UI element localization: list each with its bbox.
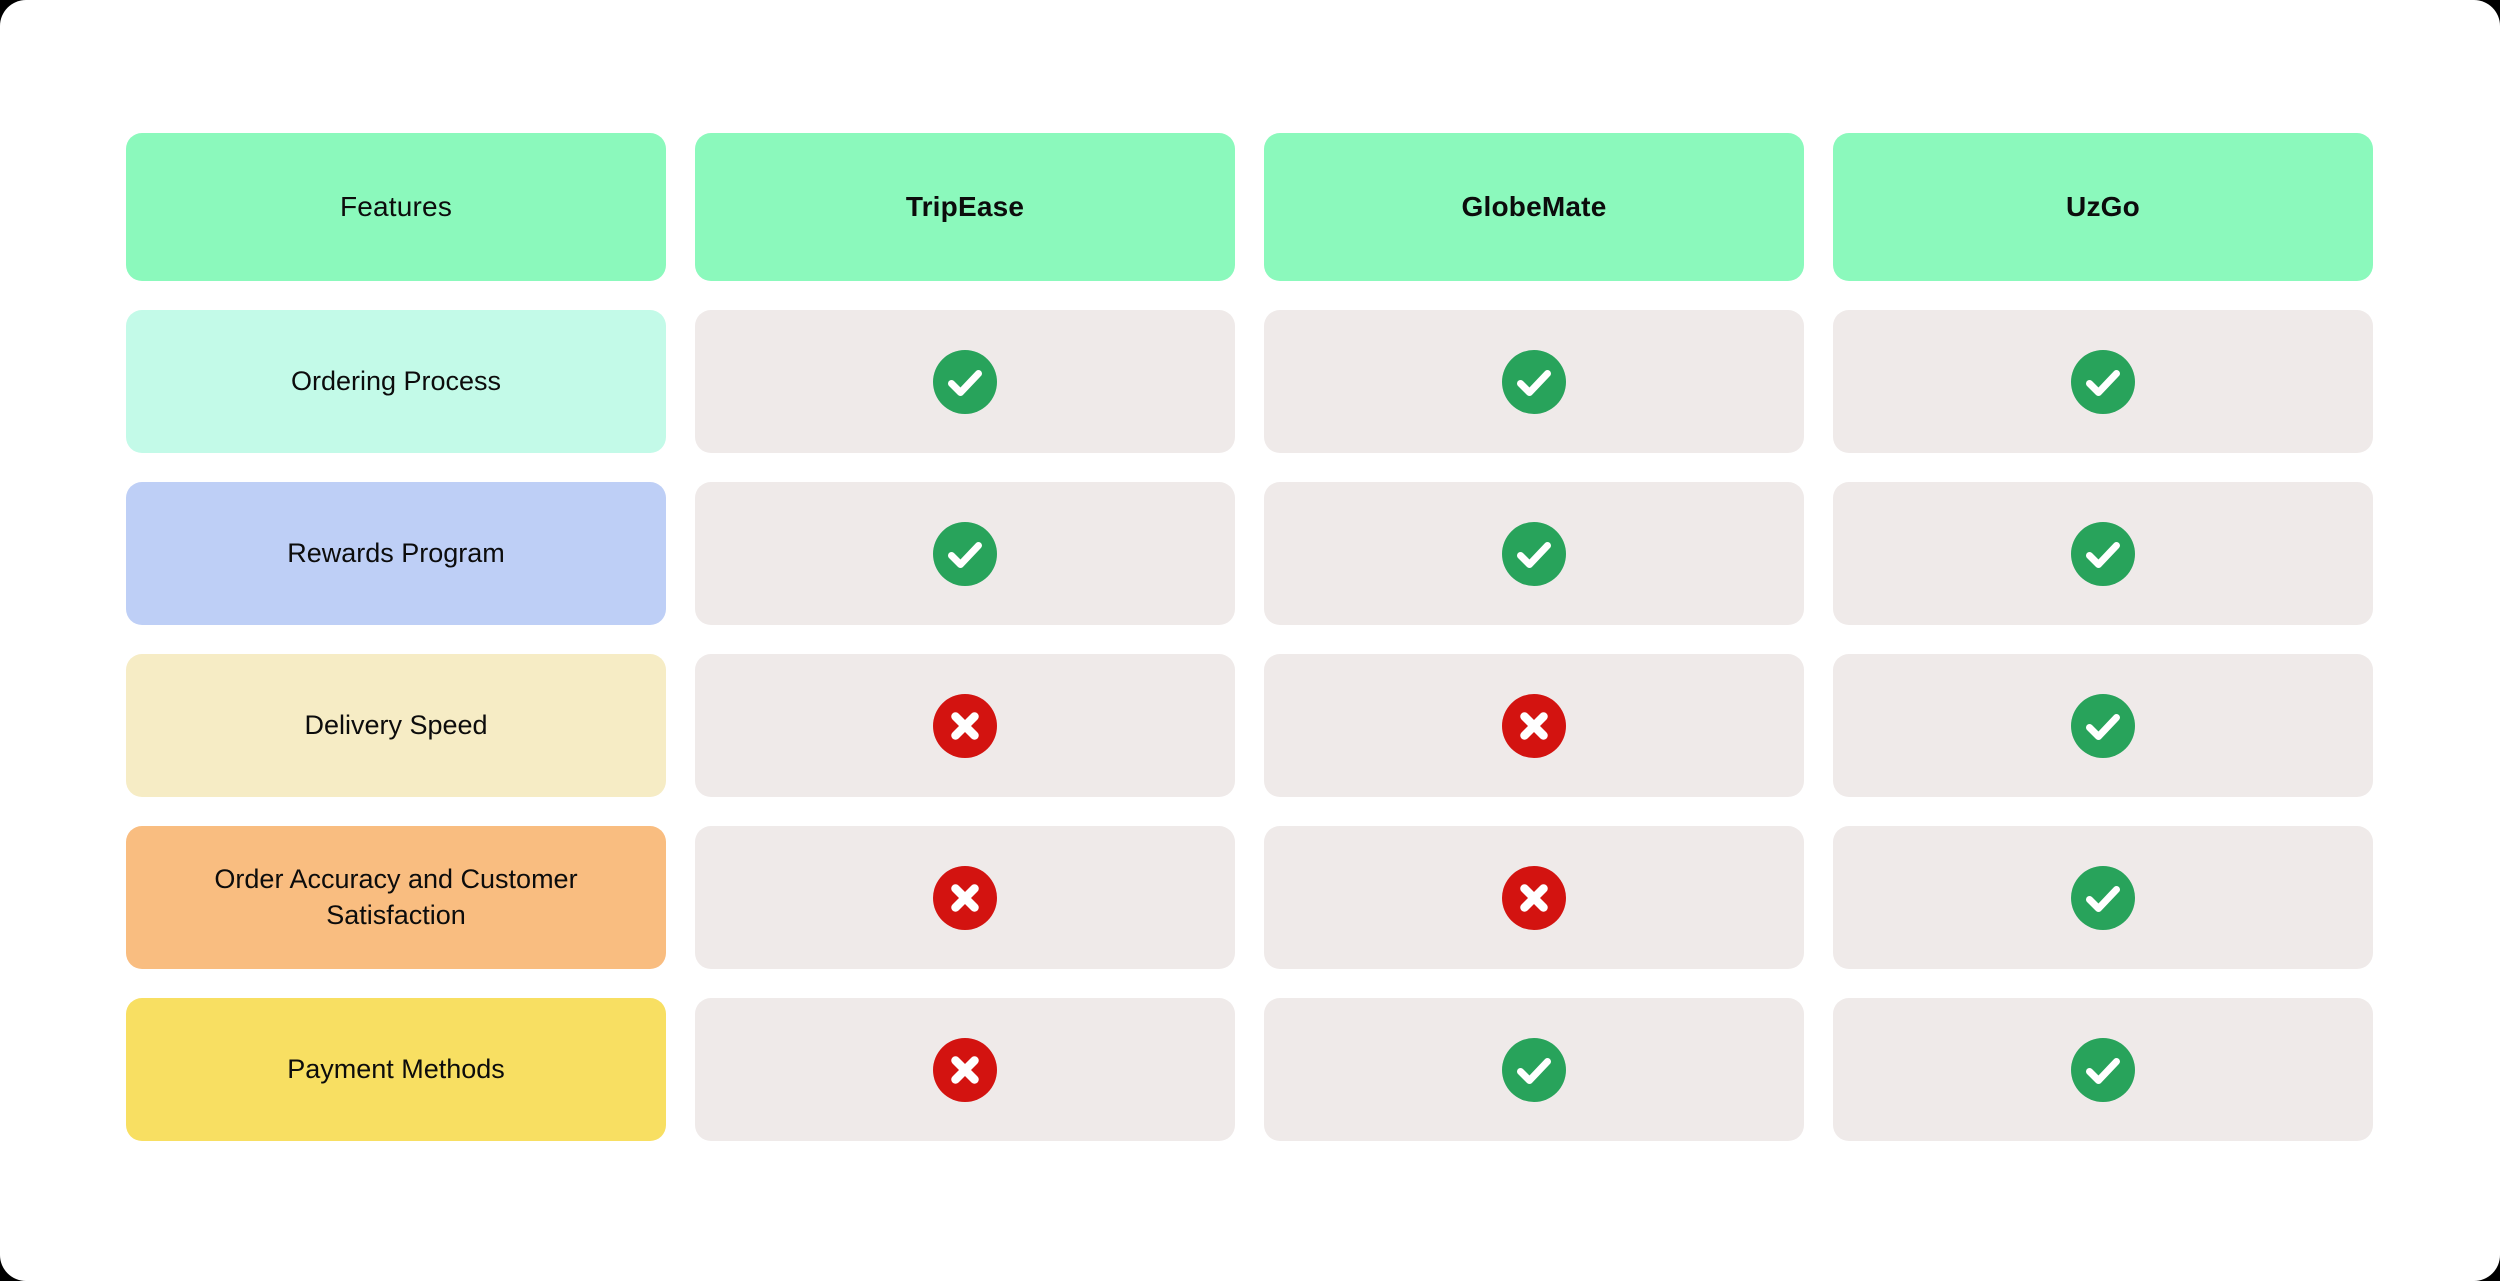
check-circle-icon — [933, 521, 997, 586]
value-cell-rewards-program-tripease — [695, 482, 1235, 625]
comparison-table: Features TripEase GlobeMate UzGo Orderin… — [126, 133, 2373, 1141]
x-circle-icon — [1502, 693, 1566, 758]
value-cell-payment-methods-tripease — [695, 998, 1235, 1141]
row-label-rewards-program: Rewards Program — [126, 482, 666, 625]
value-cell-delivery-speed-uzgo — [1833, 654, 2373, 797]
value-cell-ordering-process-tripease — [695, 310, 1235, 453]
value-cell-rewards-program-globemate — [1264, 482, 1804, 625]
value-cell-order-accuracy-and-customer-satisfaction-uzgo — [1833, 826, 2373, 969]
value-cell-delivery-speed-globemate — [1264, 654, 1804, 797]
column-header-globemate: GlobeMate — [1264, 133, 1804, 281]
check-circle-icon — [1502, 349, 1566, 414]
column-header-features: Features — [126, 133, 666, 281]
value-cell-rewards-program-uzgo — [1833, 482, 2373, 625]
x-circle-icon — [933, 693, 997, 758]
value-cell-ordering-process-globemate — [1264, 310, 1804, 453]
column-header-tripease: TripEase — [695, 133, 1235, 281]
x-circle-icon — [933, 1037, 997, 1102]
value-cell-payment-methods-uzgo — [1833, 998, 2373, 1141]
value-cell-delivery-speed-tripease — [695, 654, 1235, 797]
row-label-ordering-process: Ordering Process — [126, 310, 666, 453]
check-circle-icon — [2071, 865, 2135, 930]
row-label-payment-methods: Payment Methods — [126, 998, 666, 1141]
check-circle-icon — [1502, 1037, 1566, 1102]
check-circle-icon — [2071, 521, 2135, 586]
value-cell-payment-methods-globemate — [1264, 998, 1804, 1141]
check-circle-icon — [2071, 349, 2135, 414]
check-circle-icon — [1502, 521, 1566, 586]
value-cell-order-accuracy-and-customer-satisfaction-tripease — [695, 826, 1235, 969]
column-header-uzgo: UzGo — [1833, 133, 2373, 281]
check-circle-icon — [2071, 1037, 2135, 1102]
row-label-delivery-speed: Delivery Speed — [126, 654, 666, 797]
check-circle-icon — [2071, 693, 2135, 758]
row-label-order-accuracy-and-customer-satisfaction: Order Accuracy and Customer Satisfaction — [126, 826, 666, 969]
value-cell-order-accuracy-and-customer-satisfaction-globemate — [1264, 826, 1804, 969]
value-cell-ordering-process-uzgo — [1833, 310, 2373, 453]
x-circle-icon — [933, 865, 997, 930]
check-circle-icon — [933, 349, 997, 414]
x-circle-icon — [1502, 865, 1566, 930]
